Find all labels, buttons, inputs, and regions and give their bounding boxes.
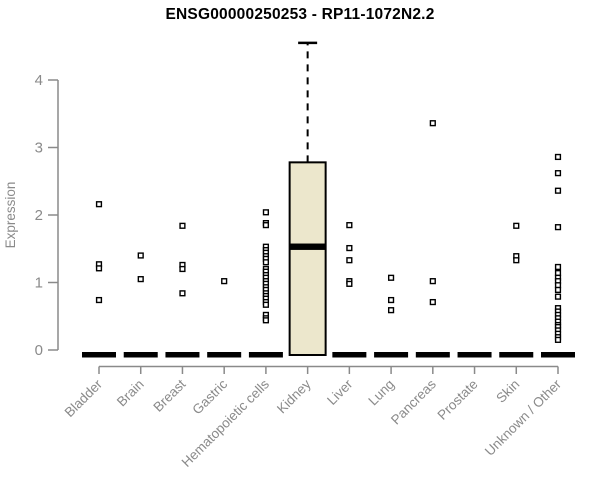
y-tick-label-3: 3 (35, 140, 43, 157)
y-tick-label-0: 0 (35, 342, 43, 359)
data-point-unknown-other (554, 170, 562, 177)
data-point-unknown-other (554, 336, 562, 343)
data-point-bladder (95, 296, 103, 304)
collapsed-box-breast (165, 352, 200, 358)
data-point-brain (137, 276, 144, 283)
data-point-lung (387, 307, 395, 314)
collapsed-box-skin (499, 352, 534, 358)
data-point-unknown-other (554, 293, 562, 300)
collapsed-box-gastric (207, 352, 242, 358)
y-tick-label-1: 1 (35, 275, 43, 292)
data-point-pancreas (429, 298, 436, 306)
data-point-liver (346, 257, 353, 264)
iqr-box-kidney (288, 161, 327, 356)
data-point-hematopoietic-cells (262, 222, 270, 229)
chart-title: ENSG00000250253 - RP11-1072N2.2 (165, 6, 435, 23)
data-point-bladder (95, 201, 103, 208)
data-point-hematopoietic-cells (262, 301, 270, 308)
y-tick-label-2: 2 (35, 207, 43, 224)
data-point-breast (179, 222, 186, 229)
data-point-hematopoietic-cells (262, 317, 270, 324)
collapsed-box-prostate (457, 352, 492, 358)
data-point-skin (513, 257, 520, 264)
data-point-unknown-other (554, 263, 562, 271)
data-point-unknown-other (554, 224, 562, 231)
data-point-unknown-other (554, 286, 562, 294)
x-tick-label-lung: Lung (365, 377, 397, 409)
collapsed-box-hematopoietic-cells (248, 352, 283, 358)
x-tick-label-kidney: Kidney (274, 376, 314, 416)
x-tick-label-liver: Liver (324, 376, 356, 408)
y-tick-label-4: 4 (35, 72, 43, 89)
x-tick-label-breast: Breast (150, 376, 188, 414)
data-point-lung (387, 274, 395, 281)
data-point-skin (513, 222, 520, 229)
data-point-unknown-other (554, 187, 562, 194)
data-point-pancreas (429, 278, 436, 285)
x-tick-label-bladder: Bladder (62, 376, 106, 420)
data-point-liver (346, 244, 353, 252)
median-bar-kidney (289, 243, 326, 250)
x-tick-label-pancreas: Pancreas (388, 376, 439, 427)
data-point-liver (346, 222, 353, 229)
data-point-hematopoietic-cells (262, 209, 270, 216)
data-point-unknown-other (554, 153, 562, 161)
data-point-pancreas (429, 120, 436, 127)
collapsed-box-pancreas (415, 352, 450, 358)
data-point-brain (137, 252, 144, 259)
data-point-hematopoietic-cells (262, 259, 270, 266)
data-point-gastric (221, 278, 228, 285)
x-tick-label-unknown-other: Unknown / Other (482, 376, 565, 459)
data-point-lung (387, 296, 395, 304)
collapsed-box-liver (332, 352, 367, 358)
data-point-liver (346, 280, 353, 287)
collapsed-box-unknown-other (540, 352, 575, 358)
data-point-bladder (95, 265, 103, 272)
data-point-breast (179, 265, 186, 273)
collapsed-box-brain (123, 352, 158, 358)
x-tick-label-gastric: Gastric (189, 376, 230, 417)
x-tick-label-skin: Skin (493, 377, 522, 406)
data-point-breast (179, 290, 186, 297)
x-tick-label-prostate: Prostate (435, 377, 481, 423)
collapsed-box-bladder (82, 352, 116, 358)
y-axis-title: Expression (3, 182, 18, 249)
x-tick-label-brain: Brain (114, 377, 147, 410)
collapsed-box-lung (374, 352, 409, 358)
